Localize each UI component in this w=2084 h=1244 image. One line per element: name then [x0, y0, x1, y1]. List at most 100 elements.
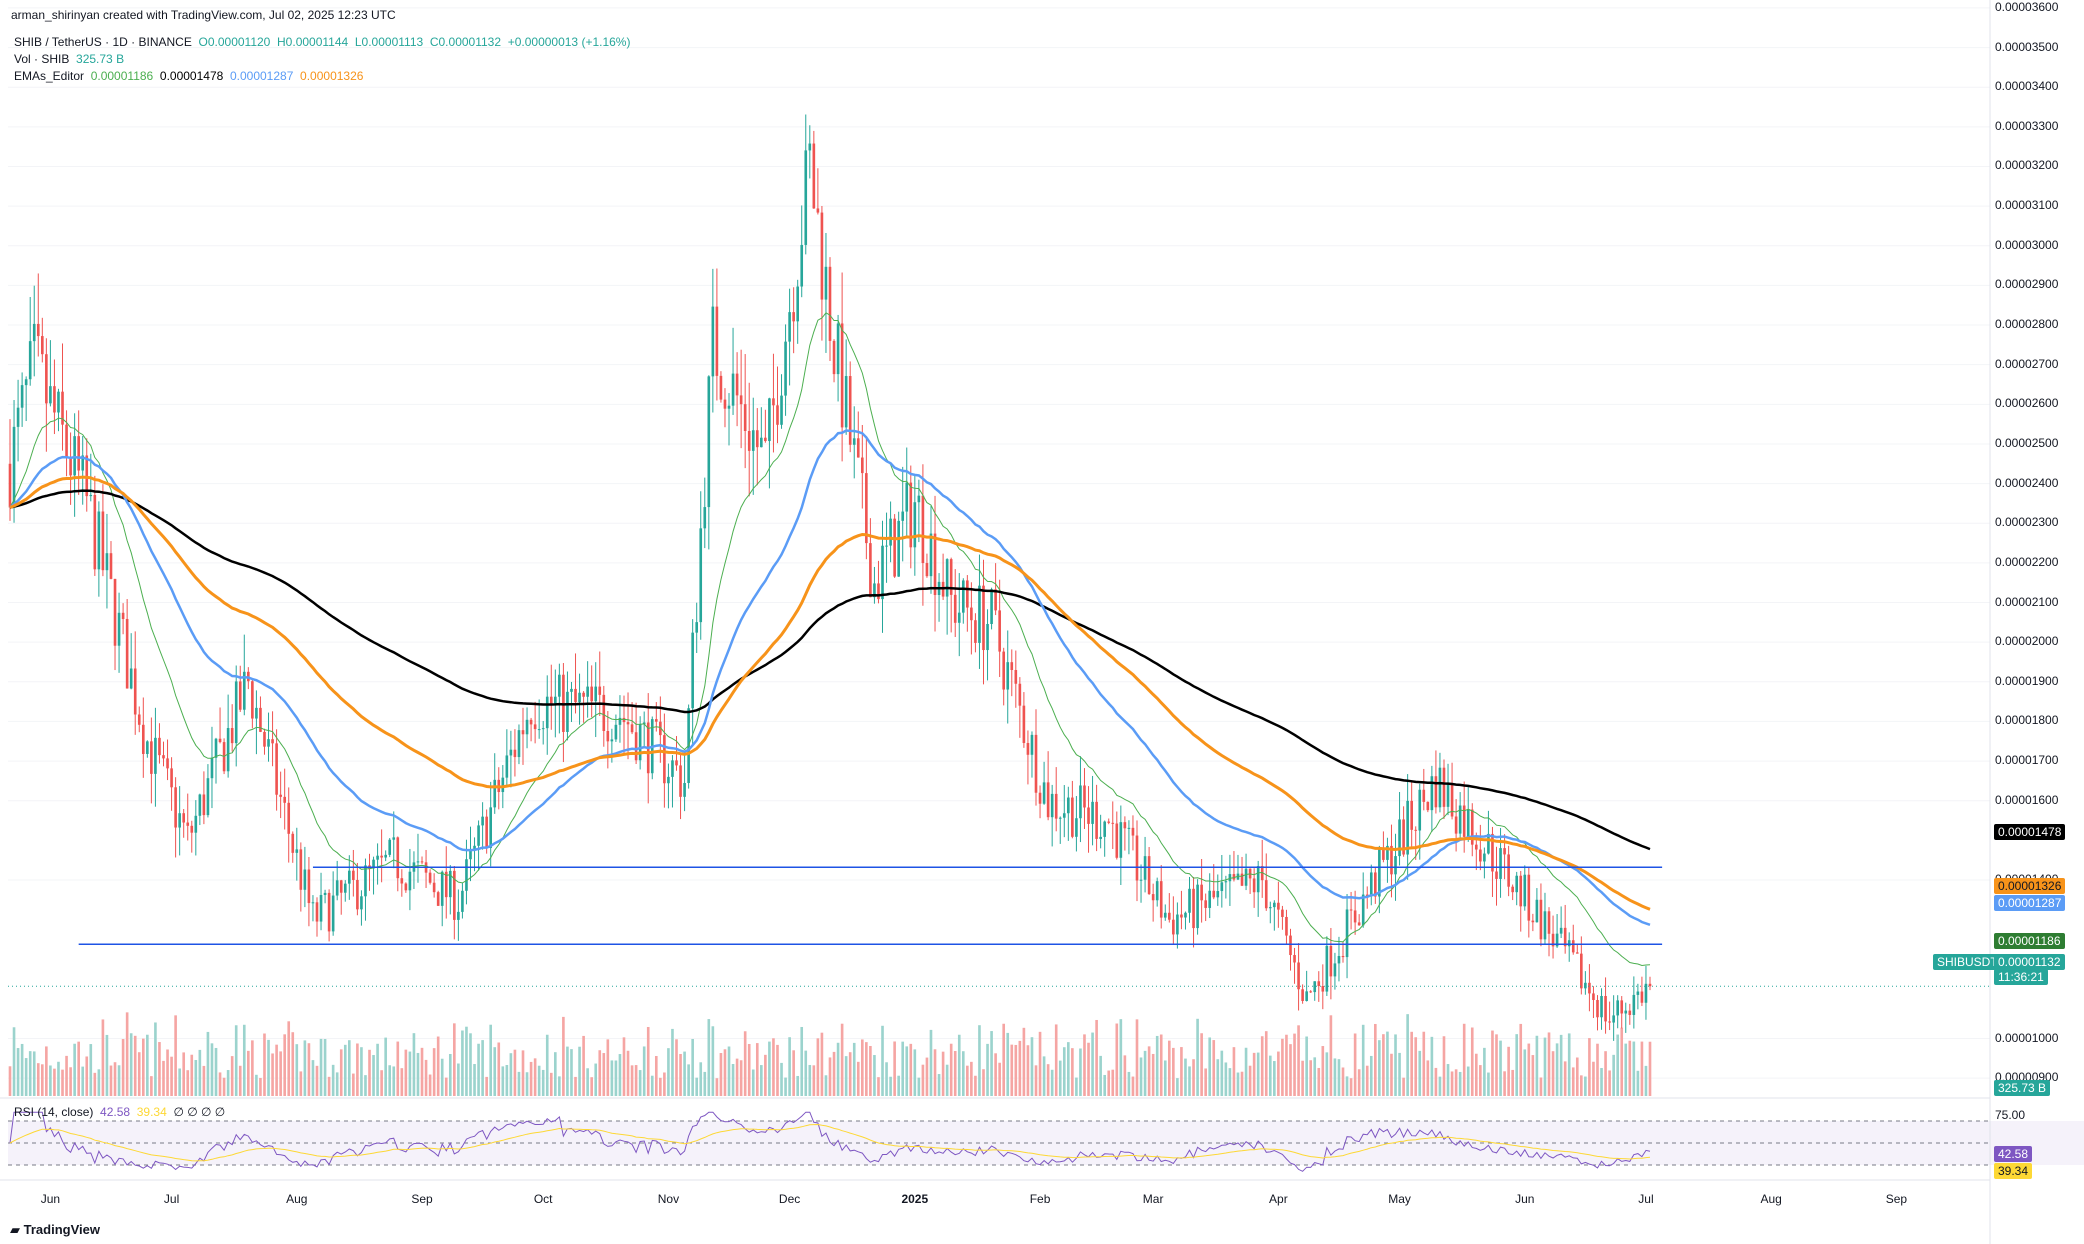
candle — [1325, 936, 1329, 996]
candle — [8, 419, 12, 521]
volume-bar — [315, 1065, 319, 1096]
candle — [885, 512, 888, 583]
volume-bar — [659, 1077, 662, 1096]
candle — [1038, 785, 1042, 819]
candle — [372, 856, 375, 895]
symbol-legend[interactable]: SHIB / TetherUS · 1D · BINANCE O0.000011… — [14, 35, 630, 49]
volume-bar — [1361, 1024, 1365, 1096]
ohlc-low: L0.00001113 — [354, 35, 424, 49]
volume-bar — [986, 1043, 989, 1096]
volume-bar — [1248, 1065, 1252, 1096]
volume-bar — [1143, 1050, 1147, 1096]
candle — [469, 826, 472, 882]
volume-bar — [1511, 1069, 1514, 1096]
volume-bar — [1341, 1067, 1345, 1096]
candle — [739, 349, 743, 449]
volume-bar — [865, 1042, 868, 1096]
volume-bar — [343, 1044, 347, 1096]
candle — [533, 701, 537, 744]
candle — [1470, 803, 1474, 857]
candle — [1309, 990, 1313, 993]
volume-bar — [1333, 1058, 1337, 1096]
candle — [41, 317, 44, 363]
volume-bar — [291, 1032, 295, 1096]
volume-bar — [146, 1034, 149, 1096]
volume-bar — [1155, 1035, 1159, 1096]
volume-bar — [1301, 1060, 1304, 1096]
candle — [715, 268, 719, 401]
volume-bar — [727, 1046, 731, 1096]
volume-bar — [299, 1071, 303, 1096]
volume-bar — [873, 1055, 876, 1096]
volume-legend[interactable]: Vol · SHIB 325.73 B — [14, 52, 124, 66]
volume-bar — [966, 1065, 969, 1096]
volume-bar — [638, 1070, 642, 1096]
volume-bar — [1503, 1071, 1506, 1096]
candle — [105, 513, 109, 609]
volume-bar — [1188, 1066, 1191, 1096]
volume-bar — [671, 1028, 674, 1096]
volume-bar — [190, 1054, 194, 1096]
volume-bar — [606, 1039, 610, 1096]
volume-bar — [105, 1034, 109, 1096]
volume-bar — [24, 1058, 28, 1096]
ema-legend[interactable]: EMAs_Editor 0.00001186 0.00001478 0.0000… — [14, 69, 363, 83]
candle — [129, 633, 133, 690]
candle — [428, 869, 432, 885]
candle — [1604, 977, 1607, 1034]
candle — [420, 856, 424, 865]
volume-bar — [594, 1063, 598, 1096]
candle — [1543, 892, 1547, 945]
rsi-label: RSI (14, close) — [14, 1105, 94, 1119]
candle — [913, 474, 917, 576]
volume-bar — [650, 1075, 654, 1096]
candle — [28, 296, 32, 386]
volume-bar — [141, 1038, 145, 1096]
volume-bar — [101, 1019, 105, 1096]
time-tick-label: Jun — [40, 1192, 61, 1206]
candle — [1115, 811, 1119, 860]
volume-bar — [953, 1051, 957, 1096]
candle — [970, 582, 973, 655]
volume-bar — [372, 1055, 375, 1096]
volume-bar — [1325, 1052, 1329, 1096]
volume-bar — [869, 1045, 872, 1096]
volume-bar — [1644, 1065, 1648, 1096]
volume-bar — [828, 1057, 832, 1096]
volume-bar — [1426, 1060, 1430, 1096]
volume-bar — [970, 1061, 973, 1096]
volume-bar — [251, 1040, 254, 1096]
price-tick-label: 0.00002900 — [1995, 277, 2059, 292]
volume-bar — [586, 1068, 589, 1096]
candle — [949, 557, 953, 633]
volume-bar — [784, 1077, 787, 1096]
volume-bar — [1398, 1052, 1401, 1096]
candle — [1547, 907, 1551, 957]
candle — [804, 114, 808, 255]
volume-bar — [1584, 1076, 1587, 1096]
volume-bar — [440, 1058, 444, 1096]
candle — [12, 400, 16, 523]
candle — [242, 634, 246, 716]
volume-bar — [1297, 1025, 1300, 1096]
support-resistance-lines[interactable] — [8, 866, 1990, 987]
ema-blue-line — [9, 429, 1651, 926]
candles — [8, 114, 1652, 1041]
volume-bar — [715, 1078, 719, 1096]
volume-bar — [283, 1034, 286, 1096]
candle — [901, 466, 905, 562]
candle — [214, 737, 218, 784]
candle — [723, 388, 727, 428]
volume-bar — [792, 1050, 795, 1096]
candle — [1640, 976, 1644, 1007]
rsi-legend[interactable]: RSI (14, close) 42.58 39.34 ∅ ∅ ∅ ∅ — [14, 1105, 225, 1119]
volume-bar — [852, 1042, 856, 1096]
candle — [331, 871, 335, 936]
candle — [360, 890, 363, 926]
volume-bar — [352, 1073, 355, 1096]
candle — [602, 685, 606, 747]
price-tick-label: 0.00003500 — [1995, 39, 2059, 54]
candle — [166, 739, 169, 781]
candle — [570, 681, 573, 722]
